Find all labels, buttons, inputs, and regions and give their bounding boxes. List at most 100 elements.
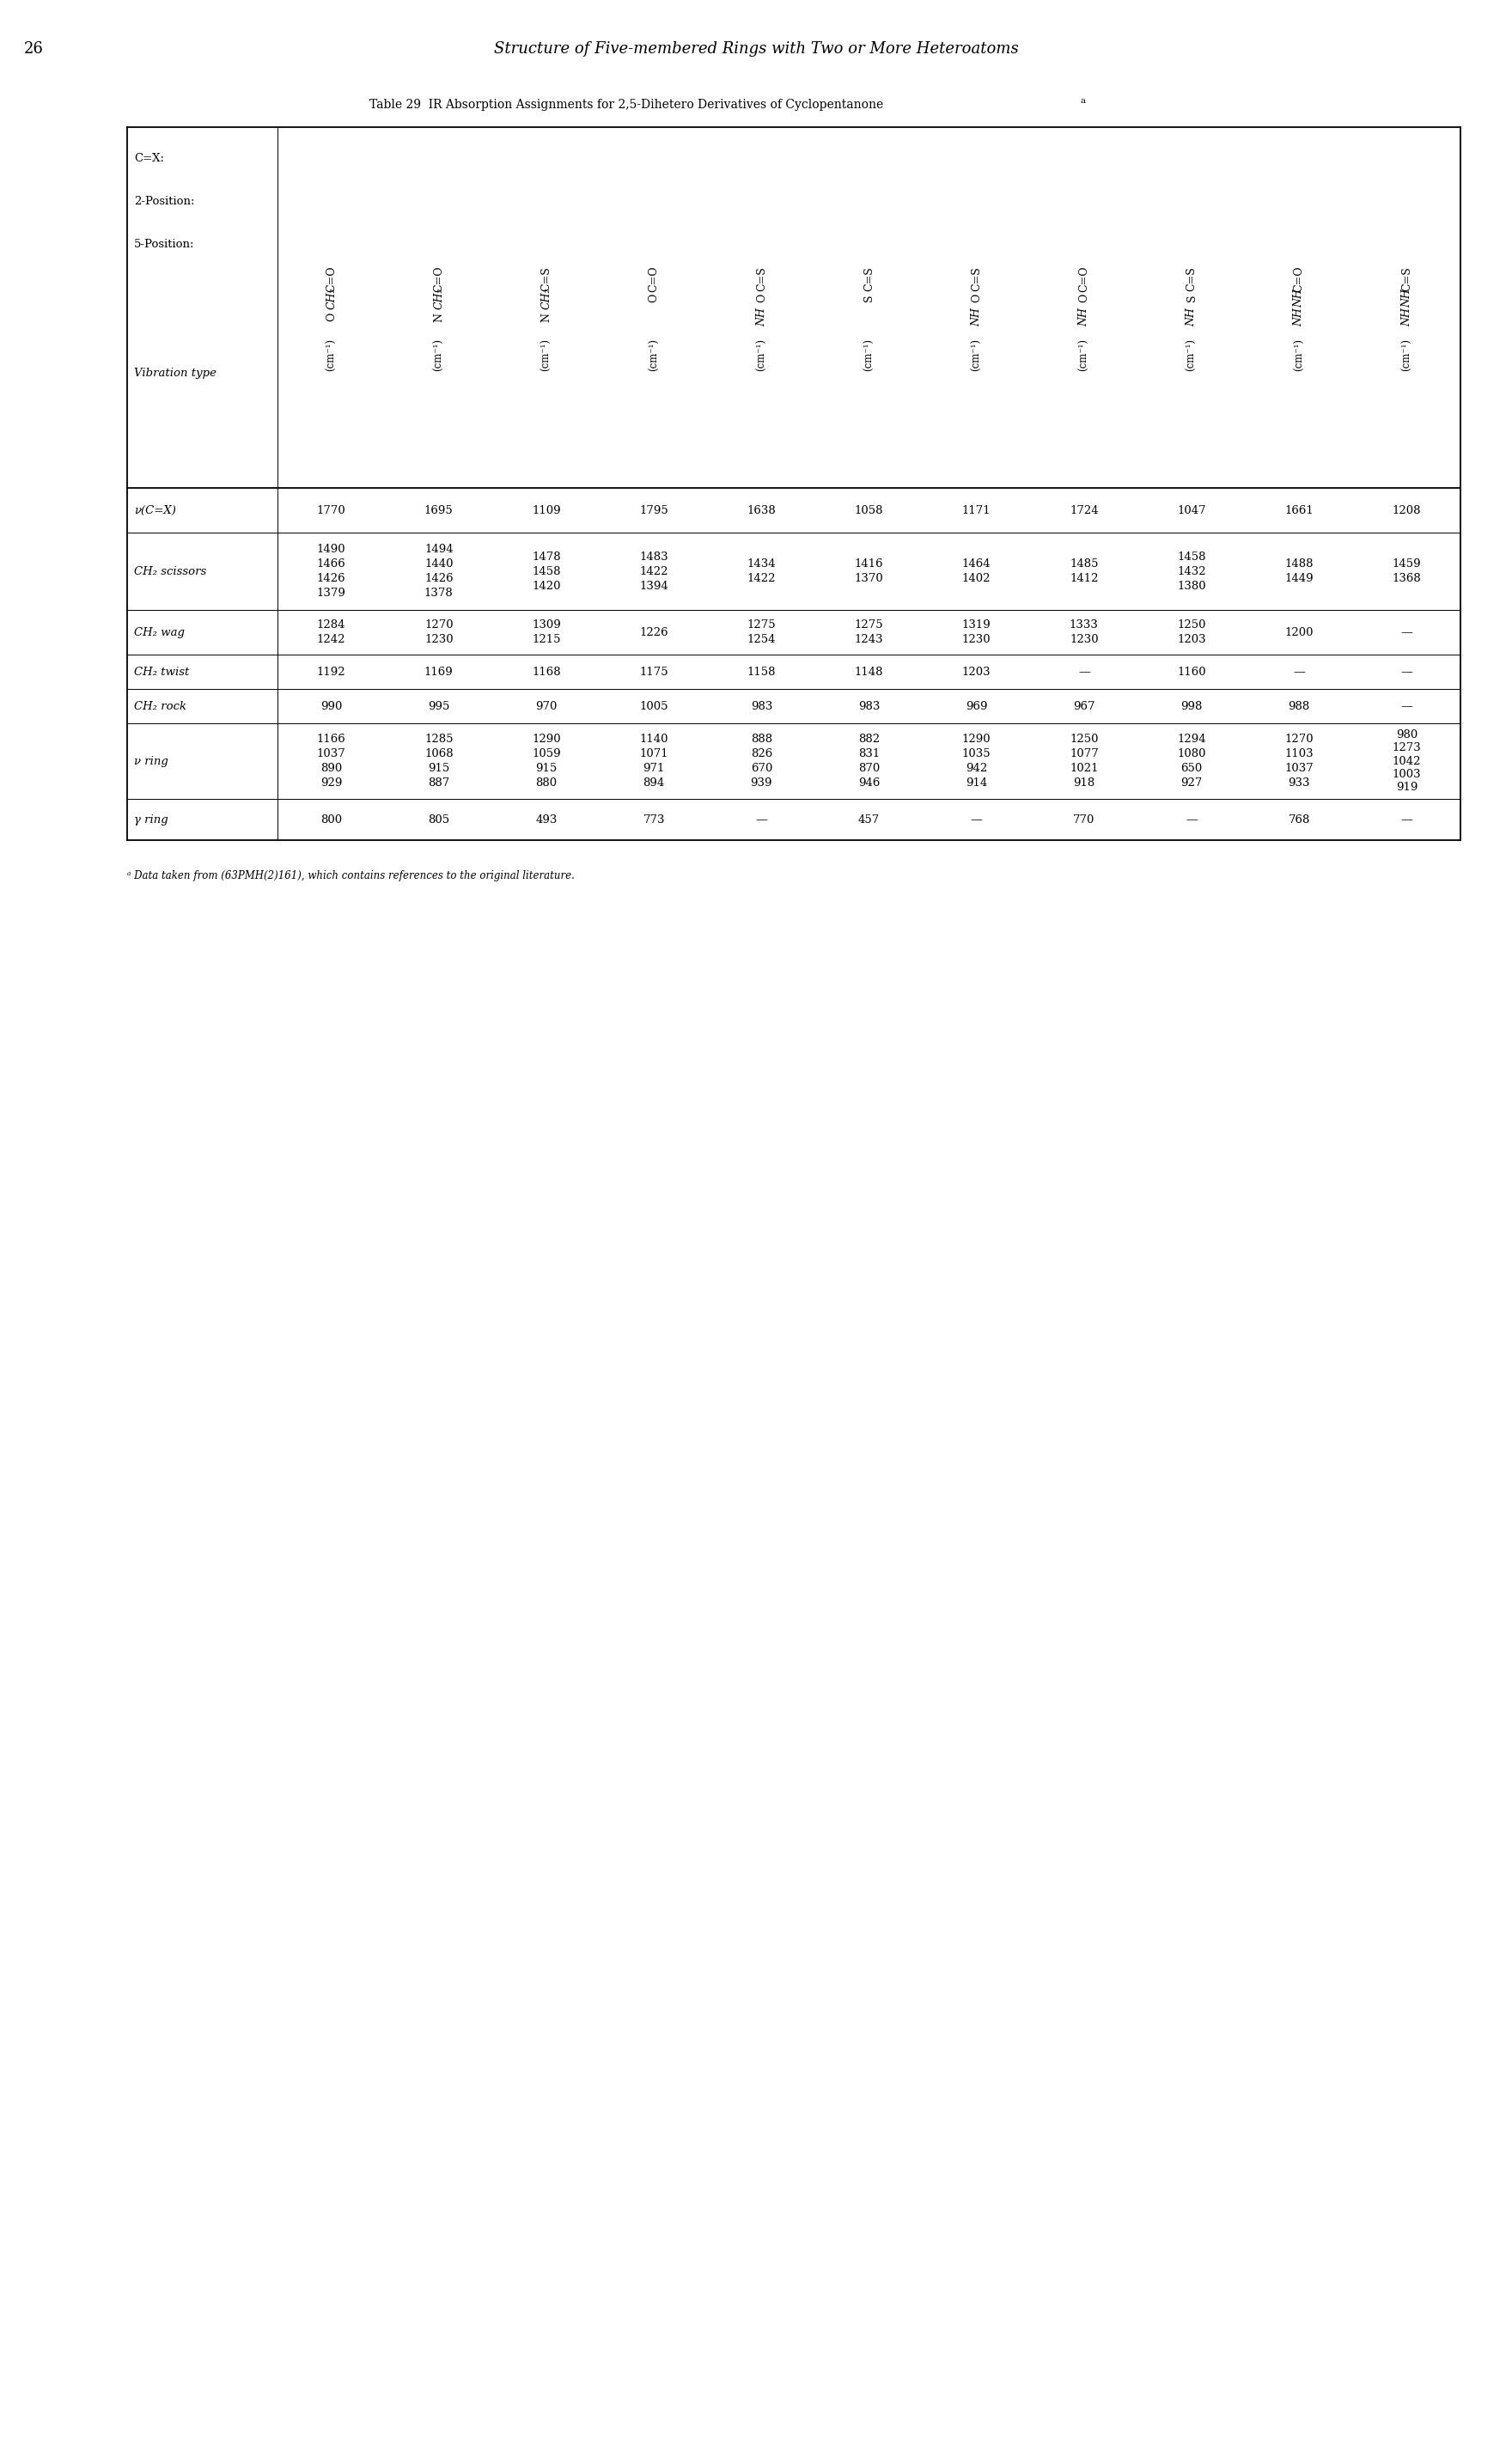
Text: 1420: 1420 (532, 581, 561, 591)
Text: NH: NH (1294, 288, 1305, 308)
Text: (cm⁻¹): (cm⁻¹) (325, 337, 337, 372)
Text: —: — (1078, 665, 1090, 677)
Text: 870: 870 (859, 763, 880, 773)
Text: 1285: 1285 (425, 734, 454, 746)
Text: 805: 805 (428, 815, 449, 825)
Text: 1068: 1068 (425, 748, 454, 758)
Text: 970: 970 (535, 702, 558, 712)
Text: 915: 915 (535, 763, 558, 773)
Text: 1270: 1270 (1285, 734, 1314, 746)
Text: 1203: 1203 (1178, 635, 1207, 645)
Text: C=O: C=O (649, 266, 659, 293)
Text: 888: 888 (750, 734, 773, 746)
Text: 1490: 1490 (318, 544, 346, 554)
Text: C=S: C=S (1402, 266, 1412, 291)
Text: C=S: C=S (541, 266, 552, 291)
Text: (cm⁻¹): (cm⁻¹) (971, 337, 983, 372)
Text: 1077: 1077 (1069, 748, 1099, 758)
Text: 826: 826 (750, 748, 773, 758)
Text: 995: 995 (428, 702, 449, 712)
Text: O: O (649, 293, 659, 303)
Text: NH: NH (756, 308, 767, 327)
Text: 915: 915 (428, 763, 449, 773)
Text: 1459: 1459 (1393, 559, 1421, 569)
Text: 1724: 1724 (1069, 505, 1099, 517)
Text: CH₂ wag: CH₂ wag (135, 628, 184, 638)
Text: —: — (1400, 625, 1412, 638)
Text: 1483: 1483 (640, 551, 668, 561)
Text: (cm⁻¹): (cm⁻¹) (649, 337, 659, 372)
Text: 1047: 1047 (1178, 505, 1207, 517)
Text: 831: 831 (859, 748, 880, 758)
Text: 1294: 1294 (1178, 734, 1207, 746)
Text: NH: NH (1078, 308, 1090, 327)
Text: 1275: 1275 (747, 620, 776, 630)
Text: 1071: 1071 (640, 748, 668, 758)
Text: 1378: 1378 (425, 588, 454, 598)
Text: 1478: 1478 (532, 551, 561, 561)
Text: 1422: 1422 (747, 574, 776, 583)
Text: O: O (325, 313, 337, 323)
Text: C=O: C=O (434, 266, 445, 293)
Text: (cm⁻¹): (cm⁻¹) (1402, 337, 1412, 372)
Text: 1426: 1426 (318, 574, 346, 583)
Text: 457: 457 (859, 815, 880, 825)
Text: (cm⁻¹): (cm⁻¹) (863, 337, 874, 372)
Text: O: O (971, 293, 983, 303)
Text: C=S: C=S (971, 266, 983, 291)
Text: 650: 650 (1181, 763, 1202, 773)
Text: 1434: 1434 (747, 559, 776, 569)
Text: 942: 942 (966, 763, 987, 773)
Text: 1005: 1005 (640, 702, 668, 712)
Text: Vibration type: Vibration type (135, 367, 216, 379)
Text: 1284: 1284 (318, 620, 346, 630)
Text: 1169: 1169 (425, 667, 454, 677)
Text: 1485: 1485 (1069, 559, 1098, 569)
Text: C=X:: C=X: (135, 153, 165, 165)
Text: 1426: 1426 (425, 574, 454, 583)
Text: C=O: C=O (1078, 266, 1090, 293)
Text: 1494: 1494 (425, 544, 454, 554)
Text: Table 29  IR Absorption Assignments for 2,5-Dihetero Derivatives of Cyclopentano: Table 29 IR Absorption Assignments for 2… (369, 98, 883, 111)
Text: 1440: 1440 (425, 559, 454, 569)
Text: ᵃ Data taken from (63PMH(2)161), which contains references to the original liter: ᵃ Data taken from (63PMH(2)161), which c… (127, 869, 575, 881)
Text: N: N (434, 313, 445, 323)
Text: 1230: 1230 (1069, 635, 1099, 645)
Text: 1215: 1215 (532, 635, 561, 645)
Text: 1021: 1021 (1069, 763, 1098, 773)
Text: 1175: 1175 (640, 667, 668, 677)
Text: NH: NH (1185, 308, 1198, 327)
Text: 988: 988 (1288, 702, 1309, 712)
Text: 1661: 1661 (1285, 505, 1314, 517)
Text: 1432: 1432 (1178, 566, 1207, 576)
Text: CH₂ rock: CH₂ rock (135, 702, 186, 712)
Text: a: a (1081, 96, 1086, 106)
Text: 1275: 1275 (854, 620, 883, 630)
Text: 1290: 1290 (962, 734, 990, 746)
Text: 1379: 1379 (316, 588, 346, 598)
Text: 1333: 1333 (1069, 620, 1099, 630)
Text: 927: 927 (1181, 778, 1202, 788)
Text: NH: NH (971, 308, 983, 327)
Text: 1037: 1037 (316, 748, 346, 758)
Text: 1203: 1203 (962, 667, 990, 677)
Text: O: O (756, 293, 767, 303)
Text: 493: 493 (535, 815, 558, 825)
Text: 983: 983 (750, 702, 773, 712)
Text: 998: 998 (1181, 702, 1202, 712)
Text: 1416: 1416 (854, 559, 883, 569)
Text: 946: 946 (859, 778, 880, 788)
Text: 933: 933 (1288, 778, 1309, 788)
Text: (cm⁻¹): (cm⁻¹) (1078, 337, 1090, 372)
Text: 1109: 1109 (532, 505, 561, 517)
Text: 1466: 1466 (316, 559, 346, 569)
Text: 1458: 1458 (532, 566, 561, 576)
Text: 1402: 1402 (962, 574, 990, 583)
Text: (cm⁻¹): (cm⁻¹) (1185, 337, 1198, 372)
Text: N: N (541, 313, 552, 323)
Text: 1368: 1368 (1393, 574, 1421, 583)
Text: S: S (863, 295, 874, 303)
Text: 980: 980 (1396, 729, 1418, 741)
Text: γ ring: γ ring (135, 815, 168, 825)
Text: 1250: 1250 (1069, 734, 1098, 746)
